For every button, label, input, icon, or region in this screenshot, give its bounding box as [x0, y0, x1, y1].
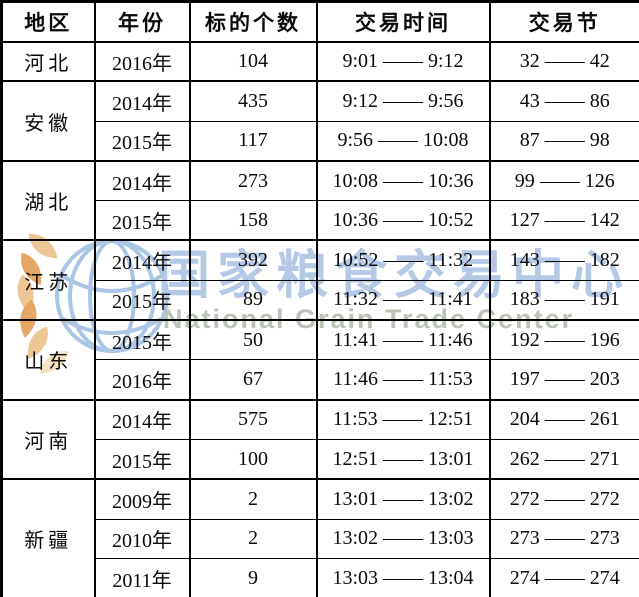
time-cell: 11:46 —— 11:53 — [315, 359, 491, 401]
session-cell: 183 —— 191 — [488, 279, 639, 321]
table-row: 河北 2016年 104 9:01 —— 9:12 32 —— 42 — [0, 40, 639, 83]
table-row: 2010年 2 13:02 —— 13:03 273 —— 273 — [2, 518, 639, 560]
year-cell: 2015年 — [93, 319, 191, 361]
year-cell: 2014年 — [93, 239, 191, 281]
time-cell: 10:08 —— 10:36 — [315, 159, 491, 202]
table-row: 2015年 100 12:51 —— 13:01 262 —— 271 — [2, 438, 639, 480]
time-cell: 13:01 —— 13:02 — [315, 478, 491, 520]
time-cell: 11:32 —— 11:41 — [315, 279, 491, 321]
count-cell: 9 — [188, 558, 318, 597]
session-cell: 273 —— 273 — [488, 518, 639, 560]
time-cell: 12:51 —— 13:01 — [315, 438, 491, 480]
region-cell: 河北 — [0, 40, 96, 83]
session-cell: 272 —— 272 — [488, 478, 639, 520]
session-cell: 143 —— 182 — [488, 239, 639, 281]
count-cell: 2 — [188, 518, 318, 560]
year-cell: 2011年 — [93, 558, 191, 597]
session-cell: 127 —— 142 — [488, 200, 639, 241]
year-cell: 2014年 — [93, 159, 191, 202]
region-cell: 江苏 — [0, 239, 96, 322]
count-cell: 67 — [188, 359, 318, 401]
session-cell: 99 —— 126 — [488, 159, 639, 202]
header-time: 交易时间 — [315, 0, 491, 43]
year-cell: 2015年 — [93, 120, 191, 162]
time-cell: 10:52 —— 11:32 — [315, 239, 491, 281]
table-row: 山东 2015年 50 11:41 —— 11:46 192 —— 196 — [0, 319, 639, 401]
region-cell: 湖北 — [0, 159, 96, 242]
header-row: 地区 年份 标的个数 交易时间 交易节 — [0, 0, 639, 43]
year-cell: 2016年 — [93, 359, 191, 401]
time-cell: 9:56 —— 10:08 — [315, 120, 491, 162]
session-cell: 87 —— 98 — [488, 120, 639, 162]
year-cell: 2015年 — [93, 438, 191, 480]
table-row: 江苏 2014年 392 10:52 —— 11:32 143 —— 182 — [0, 239, 639, 322]
header-count: 标的个数 — [188, 0, 318, 43]
session-cell: 32 —— 42 — [488, 40, 639, 82]
time-cell: 13:03 —— 13:04 — [315, 558, 491, 597]
session-cell: 262 —— 271 — [488, 438, 639, 480]
time-cell: 10:36 —— 10:52 — [315, 200, 491, 241]
table-row: 河南 2014年 575 11:53 —— 12:51 204 —— 261 — [0, 398, 639, 481]
region-cell: 新疆 — [0, 478, 96, 597]
year-cell: 2014年 — [93, 80, 191, 122]
table-row: 2015年 158 10:36 —— 10:52 127 —— 142 — [2, 200, 639, 241]
time-cell: 13:02 —— 13:03 — [315, 518, 491, 560]
count-cell: 158 — [188, 200, 318, 241]
time-cell: 11:41 —— 11:46 — [315, 319, 491, 361]
session-cell: 43 —— 86 — [488, 80, 639, 122]
region-cell: 河南 — [0, 398, 96, 481]
region-cell: 安徽 — [0, 80, 96, 162]
time-cell: 11:53 —— 12:51 — [315, 398, 491, 440]
header-session: 交易节 — [488, 0, 639, 43]
count-cell: 273 — [188, 159, 318, 202]
session-cell: 192 —— 196 — [488, 319, 639, 361]
session-cell: 204 —— 261 — [488, 398, 639, 440]
session-cell: 197 —— 203 — [488, 359, 639, 401]
time-cell: 9:12 —— 9:56 — [315, 80, 491, 122]
year-cell: 2016年 — [93, 40, 191, 82]
year-cell: 2014年 — [93, 398, 191, 440]
count-cell: 89 — [188, 279, 318, 321]
time-cell: 9:01 —— 9:12 — [315, 40, 491, 82]
year-cell: 2015年 — [93, 200, 191, 241]
count-cell: 117 — [188, 120, 318, 162]
year-cell: 2010年 — [93, 518, 191, 560]
count-cell: 575 — [188, 398, 318, 440]
count-cell: 392 — [188, 239, 318, 281]
header-region: 地区 — [0, 0, 96, 43]
table-header: 地区 年份 标的个数 交易时间 交易节 — [0, 0, 639, 43]
table-body: 河北 2016年 104 9:01 —— 9:12 32 —— 42 安徽 2014年 435… — [0, 40, 639, 597]
count-cell: 100 — [188, 438, 318, 480]
count-cell: 50 — [188, 319, 318, 361]
table-row: 新疆 2009年 2 13:01 —— 13:02 272 —— 272 — [0, 478, 639, 597]
table-row: 2016年 67 11:46 —— 11:53 197 —— 203 — [2, 359, 639, 401]
count-cell: 104 — [188, 40, 318, 82]
year-cell: 2015年 — [93, 279, 191, 321]
session-cell: 274 —— 274 — [488, 558, 639, 597]
table-row: 2015年 89 11:32 —— 11:41 183 —— 191 — [2, 279, 639, 321]
table-row: 2011年 9 13:03 —— 13:04 274 —— 274 — [2, 558, 639, 597]
header-year: 年份 — [93, 0, 191, 43]
count-cell: 2 — [188, 478, 318, 520]
table-row: 湖北 2014年 273 10:08 —— 10:36 99 —— 126 — [0, 159, 639, 242]
year-cell: 2009年 — [93, 478, 191, 520]
region-cell: 山东 — [0, 319, 96, 401]
count-cell: 435 — [188, 80, 318, 122]
table-row: 安徽 2014年 435 9:12 —— 9:56 43 —— 86 — [0, 80, 639, 162]
table-row: 2015年 117 9:56 —— 10:08 87 —— 98 — [2, 120, 639, 162]
